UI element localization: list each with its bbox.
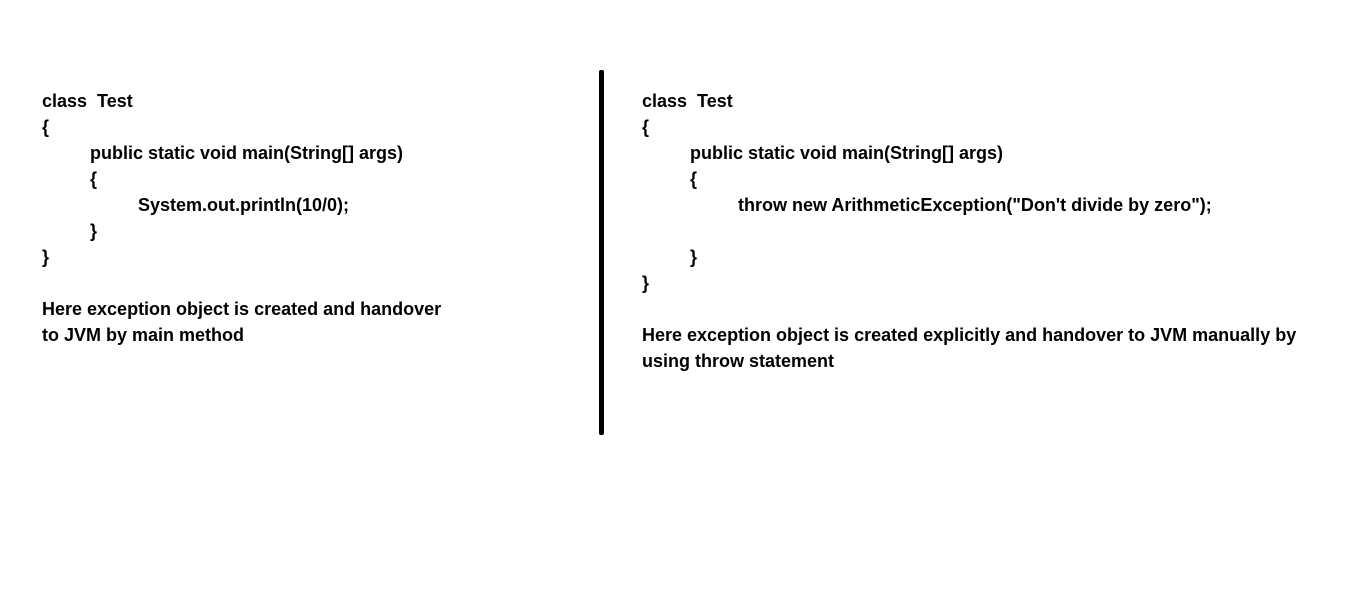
- code-line-main-open-brace: {: [90, 169, 98, 189]
- right-code-panel: class Test { public static void main(Str…: [642, 88, 1342, 374]
- code-line-class-open-brace: {: [42, 117, 50, 137]
- code-line-main-open-brace: {: [690, 169, 698, 189]
- vertical-divider: [599, 70, 604, 435]
- code-line-main-close-brace: }: [690, 247, 698, 267]
- code-line-class-open-brace: {: [642, 117, 650, 137]
- code-line-main-signature: public static void main(String[] args): [690, 143, 1004, 163]
- right-explanation-note: Here exception object is created explici…: [642, 325, 1297, 371]
- code-line-main-close-brace: }: [90, 221, 98, 241]
- code-line-class-close-brace: }: [42, 247, 50, 267]
- code-line-throw-statement: throw new ArithmeticException("Don't div…: [738, 195, 1212, 215]
- code-line-println-statement: System.out.println(10/0);: [138, 195, 350, 215]
- code-line-main-signature: public static void main(String[] args): [90, 143, 404, 163]
- code-line-class-declaration: class Test: [42, 91, 133, 111]
- code-line-class-close-brace: }: [642, 273, 650, 293]
- left-code-panel: class Test { public static void main(Str…: [42, 88, 562, 348]
- left-explanation-note: Here exception object is created and han…: [42, 299, 442, 345]
- code-line-class-declaration: class Test: [642, 91, 733, 111]
- blank-line: [642, 218, 1342, 244]
